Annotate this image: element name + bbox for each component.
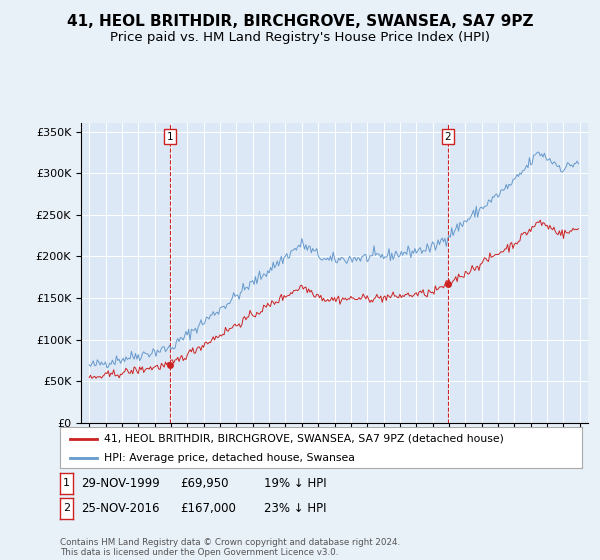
Text: 23% ↓ HPI: 23% ↓ HPI [264,502,326,515]
Text: 2: 2 [63,503,70,514]
Text: 1: 1 [166,132,173,142]
Text: 1: 1 [63,478,70,488]
Text: 29-NOV-1999: 29-NOV-1999 [81,477,160,490]
Text: 41, HEOL BRITHDIR, BIRCHGROVE, SWANSEA, SA7 9PZ (detached house): 41, HEOL BRITHDIR, BIRCHGROVE, SWANSEA, … [104,433,504,444]
Text: 2: 2 [445,132,451,142]
Text: £69,950: £69,950 [180,477,229,490]
Text: HPI: Average price, detached house, Swansea: HPI: Average price, detached house, Swan… [104,452,355,463]
Text: Price paid vs. HM Land Registry's House Price Index (HPI): Price paid vs. HM Land Registry's House … [110,31,490,44]
Text: 19% ↓ HPI: 19% ↓ HPI [264,477,326,490]
Text: £167,000: £167,000 [180,502,236,515]
Text: 41, HEOL BRITHDIR, BIRCHGROVE, SWANSEA, SA7 9PZ: 41, HEOL BRITHDIR, BIRCHGROVE, SWANSEA, … [67,14,533,29]
Text: Contains HM Land Registry data © Crown copyright and database right 2024.
This d: Contains HM Land Registry data © Crown c… [60,538,400,557]
Text: 25-NOV-2016: 25-NOV-2016 [81,502,160,515]
